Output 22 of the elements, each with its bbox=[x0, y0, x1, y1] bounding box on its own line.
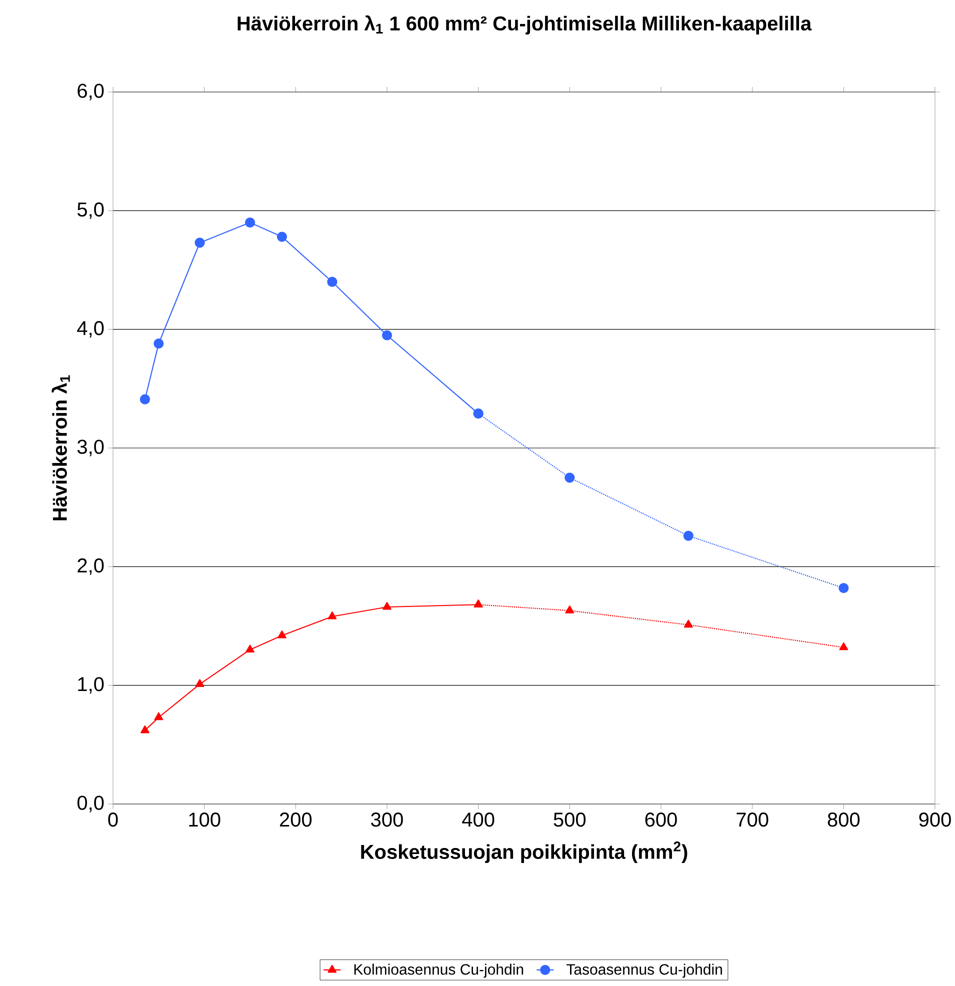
x-tick-label: 0 bbox=[108, 812, 118, 827]
chart-title: Häviökerroin λ$_{1}$ 1 600 mm² Cu-johtimisella Milliken-kaapelilla bbox=[238, 15, 812, 34]
x-tick-label: 400 bbox=[462, 812, 494, 827]
y-tick-label: 6,0 bbox=[78, 84, 104, 100]
y-axis-title: Häviökerroin λ$_{1}$ bbox=[52, 375, 70, 520]
x-tick-label: 500 bbox=[554, 812, 586, 827]
x-tick-label: 800 bbox=[828, 812, 860, 827]
y-tick-label: 5,0 bbox=[77, 202, 104, 219]
x-tick-label: 900 bbox=[919, 812, 951, 827]
x-tick-label: 300 bbox=[371, 812, 403, 827]
y-tick-label: 2,0 bbox=[78, 558, 104, 575]
x-tick-label: 100 bbox=[189, 812, 220, 827]
y-tick-label: 4,0 bbox=[77, 321, 104, 338]
x-tick-label: 700 bbox=[736, 812, 768, 827]
legend-label: Kolmioasennus Cu-johdin bbox=[354, 964, 524, 978]
x-tick-label: 600 bbox=[645, 812, 677, 827]
x-axis-title: Kosketussuojan poikkipinta (mm$^{2}$) bbox=[361, 842, 688, 863]
x-tick-label: 200 bbox=[280, 812, 312, 827]
y-tick-label: 0,0 bbox=[77, 796, 104, 812]
y-tick-label: 1,0 bbox=[78, 677, 104, 694]
legend-label: Tasoasennus Cu-johdin bbox=[566, 964, 722, 978]
y-tick-label: 3,0 bbox=[77, 440, 104, 456]
